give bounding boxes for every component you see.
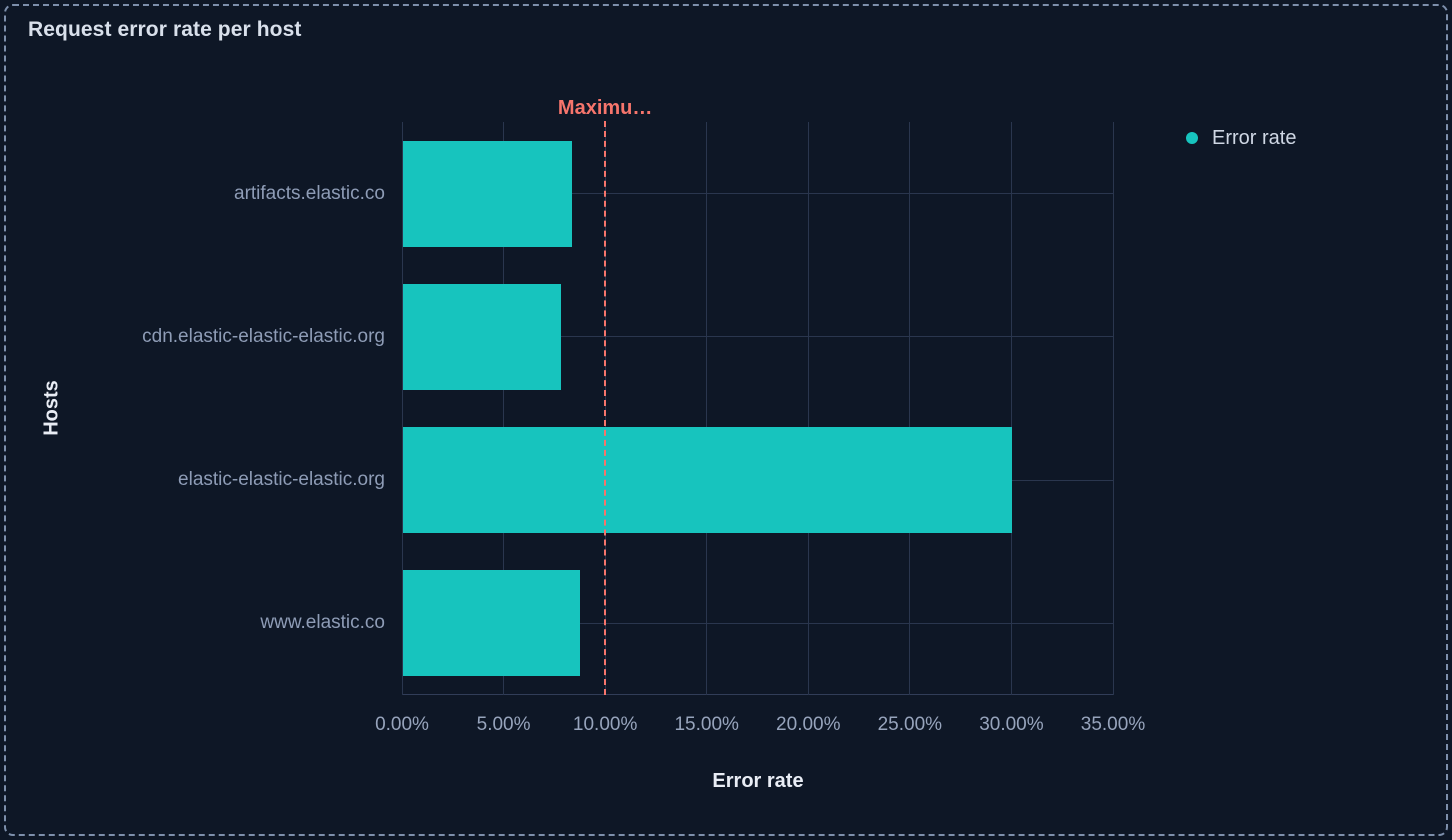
bar-www.elastic.co[interactable] [403, 570, 580, 677]
y-category-label: elastic-elastic-elastic.org [178, 469, 385, 491]
x-axis-tick-labels: 0.00% 5.00% 10.00% 15.00% 20.00% 25.00% 30.00%… [375, 714, 1145, 736]
legend-dot-icon [1186, 132, 1198, 144]
x-axis-line [402, 694, 1113, 695]
x-tick-label: 25.00% [877, 714, 943, 735]
gridline-vertical [706, 122, 708, 695]
x-tick-label: 0.00% [375, 714, 429, 735]
x-tick-label: 30.00% [979, 714, 1044, 735]
x-tick-label: 35.00% [1080, 714, 1146, 735]
y-category-label: cdn.elastic-elastic-elastic.org [142, 325, 385, 347]
legend-item-error-rate[interactable]: Error rate [1186, 126, 1296, 150]
gridline-vertical [807, 122, 809, 695]
bar-artifacts.elastic.co[interactable] [403, 140, 572, 247]
reference-line [604, 121, 607, 695]
gridline-horizontal [402, 336, 1113, 338]
bar-elastic-elastic-elastic.org[interactable] [403, 427, 1013, 534]
y-axis-category-labels: artifacts.elastic.co cdn.elastic-elastic-… [0, 122, 385, 695]
gridline-vertical [503, 122, 505, 695]
x-tick-label: 20.00% [776, 714, 841, 735]
gridline-vertical [1010, 122, 1012, 695]
gridline-vertical [401, 122, 403, 695]
legend: Error rate [1186, 126, 1296, 150]
x-tick-label: 10.00% [572, 714, 638, 735]
y-category-label: artifacts.elastic.co [234, 182, 385, 204]
x-tick-label: 15.00% [674, 714, 739, 735]
gridline-horizontal [402, 193, 1113, 195]
y-category-label: www.elastic.co [260, 612, 385, 634]
reference-line-label: Maximu… [557, 97, 653, 119]
legend-label: Error rate [1212, 127, 1297, 149]
gridline-vertical [1112, 122, 1114, 695]
gridline-vertical [909, 122, 911, 695]
plot-area [401, 121, 1114, 695]
x-tick-label: 5.00% [476, 714, 531, 735]
gridline-horizontal [402, 622, 1113, 624]
x-axis-title: Error rate [712, 770, 804, 792]
panel-title: Request error rate per host [28, 18, 302, 41]
bar-cdn.elastic-elastic-elastic.org[interactable] [403, 283, 562, 390]
